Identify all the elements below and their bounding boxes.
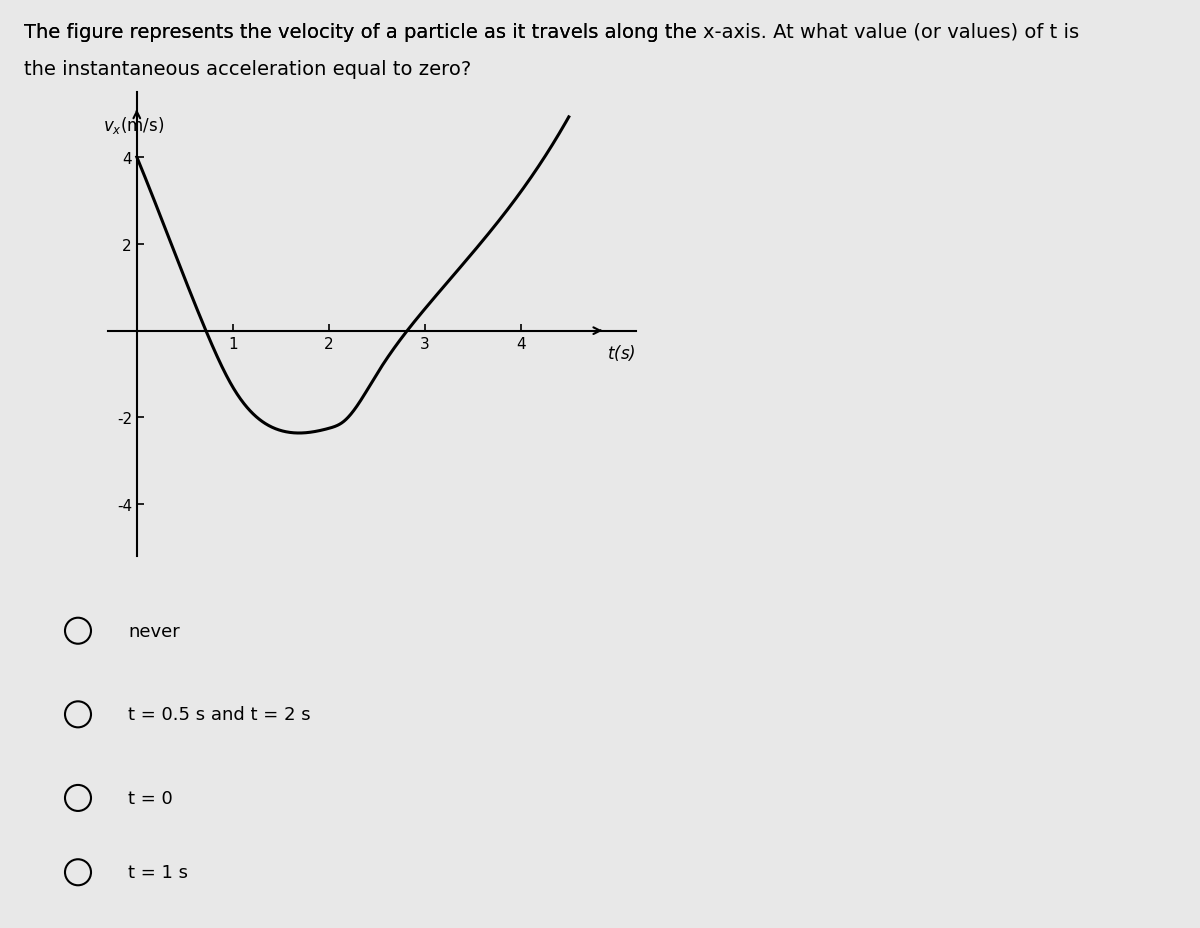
Text: $t\mathregular{(s)}$: $t\mathregular{(s)}$ <box>607 342 636 362</box>
Text: $v_x\mathregular{(m/s)}$: $v_x\mathregular{(m/s)}$ <box>103 114 164 135</box>
Text: The figure represents the velocity of a particle as it travels along the: The figure represents the velocity of a … <box>24 23 703 42</box>
Text: never: never <box>128 622 180 640</box>
Text: the instantaneous acceleration equal to zero?: the instantaneous acceleration equal to … <box>24 60 472 79</box>
Text: t = 0.5 s and t = 2 s: t = 0.5 s and t = 2 s <box>128 705 311 724</box>
Text: The figure represents the velocity of a particle as it travels along the x-axis.: The figure represents the velocity of a … <box>24 23 1079 42</box>
Text: t = 0: t = 0 <box>128 789 173 807</box>
Text: t = 1 s: t = 1 s <box>128 863 188 882</box>
